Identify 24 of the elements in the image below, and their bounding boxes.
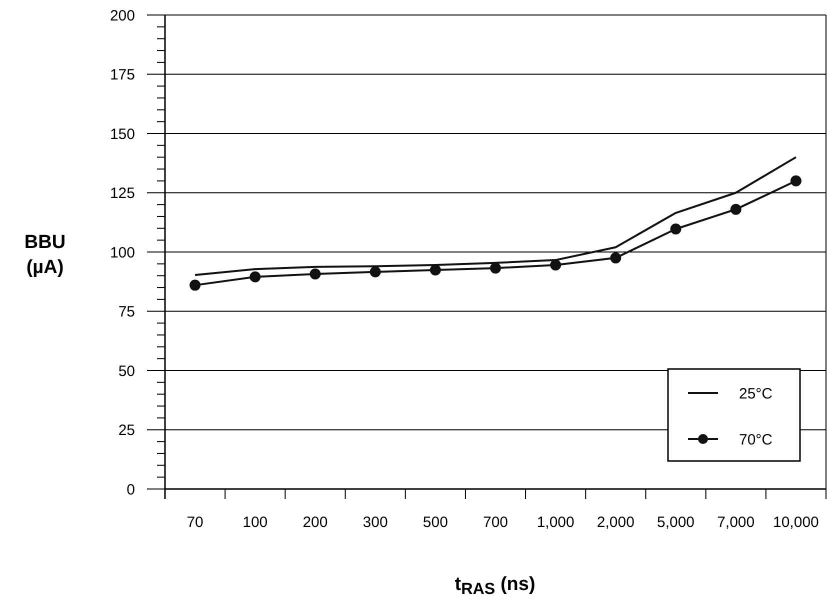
x-tick-label: 5,000 [657, 514, 695, 531]
y-tick-label: 50 [118, 362, 135, 380]
x-tick-label: 2,000 [596, 514, 634, 531]
x-tick-label: 100 [242, 514, 268, 531]
x-tick-label: 70 [186, 514, 204, 531]
x-tick-label: 7,000 [717, 514, 755, 531]
x-tick-label: 700 [482, 514, 508, 531]
legend-label: 25°C [739, 385, 773, 402]
x-axis-title: t$_{RAS}$ (ns) [454, 574, 536, 598]
x-tick-label: 500 [422, 514, 448, 531]
y-tick-label: 200 [110, 7, 135, 24]
y-axis-title: BBU (µA) [24, 232, 66, 278]
x-tick-label: 10,000 [773, 514, 819, 531]
y-tick-label: 25 [118, 422, 135, 439]
y-tick-label: 125 [110, 185, 135, 202]
y-tick-label: 0 [126, 481, 135, 498]
legend-label: 70°C [739, 431, 773, 448]
y-tick-label: 75 [118, 304, 135, 320]
x-tick-label: 200 [302, 514, 328, 531]
y-tick-label: 175 [110, 66, 135, 84]
y-tick-label: 100 [110, 244, 135, 262]
y-tick-label: 150 [110, 126, 135, 143]
x-tick-label: 300 [362, 514, 388, 531]
x-tick-label: 1,000 [536, 514, 574, 531]
